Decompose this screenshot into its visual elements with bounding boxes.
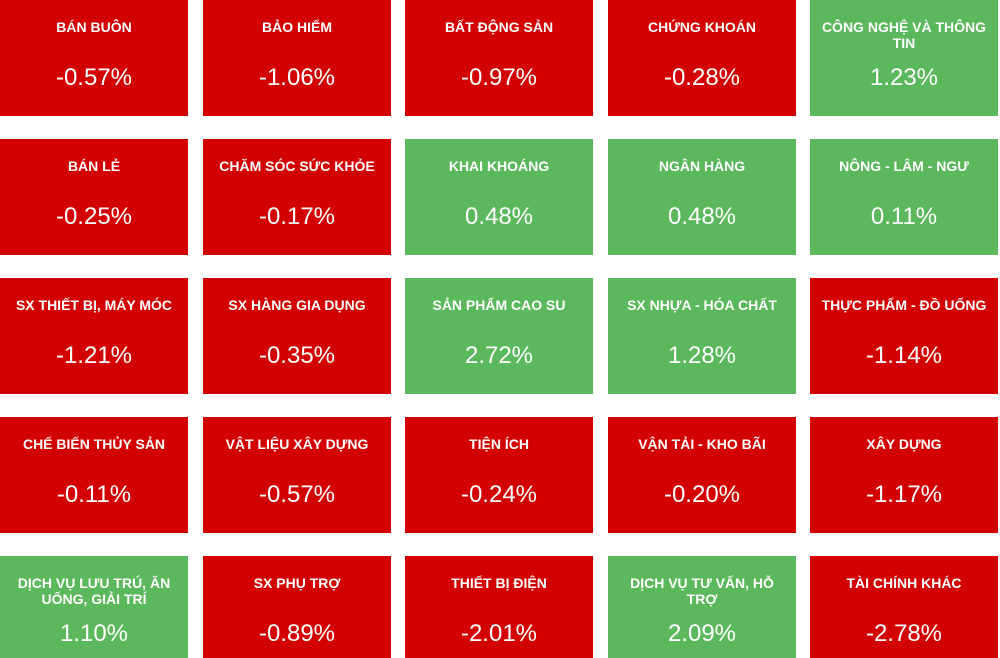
sector-tile: SX PHỤ TRỢ -0.89% (203, 556, 391, 658)
sector-tile: SX THIẾT BỊ, MÁY MÓC -1.21% (0, 278, 188, 394)
sector-change: 0.48% (464, 203, 534, 230)
sector-change: -1.21% (55, 342, 133, 369)
sector-name: VẬN TẢI - KHO BÃI (638, 436, 766, 452)
sector-change: -1.06% (258, 64, 336, 91)
sector-change: 1.10% (59, 620, 129, 647)
sector-change: 1.23% (869, 64, 939, 91)
sector-tile: THỰC PHẨM - ĐỒ UỐNG -1.14% (810, 278, 998, 394)
sector-tile: XÂY DỰNG -1.17% (810, 417, 998, 533)
sector-change: -0.20% (663, 481, 741, 508)
sector-tile: CHĂM SÓC SỨC KHỎE -0.17% (203, 139, 391, 255)
sector-change: -0.35% (258, 342, 336, 369)
sector-change: 2.72% (464, 342, 534, 369)
sector-tile: VẬT LIỆU XÂY DỰNG -0.57% (203, 417, 391, 533)
sector-change: 2.09% (667, 620, 737, 647)
sector-name: SX HÀNG GIA DỤNG (228, 297, 366, 313)
sector-tile: BÁN LẺ -0.25% (0, 139, 188, 255)
sector-name: BÁN BUÔN (56, 19, 132, 35)
sector-name: TIỆN ÍCH (469, 436, 529, 452)
sector-tile: VẬN TẢI - KHO BÃI -0.20% (608, 417, 796, 533)
sector-change: -1.17% (865, 481, 943, 508)
sector-tile: SX HÀNG GIA DỤNG -0.35% (203, 278, 391, 394)
sector-tile: KHAI KHOÁNG 0.48% (405, 139, 593, 255)
sector-tile: BẤT ĐỘNG SẢN -0.97% (405, 0, 593, 116)
sector-tile: BẢO HIỂM -1.06% (203, 0, 391, 116)
sector-name: SX PHỤ TRỢ (253, 575, 341, 591)
sector-tile: SẢN PHẨM CAO SU 2.72% (405, 278, 593, 394)
sector-name: DỊCH VỤ LƯU TRÚ, ĂN UỐNG, GIẢI TRÍ (17, 575, 171, 607)
sector-change: 0.48% (667, 203, 737, 230)
sector-tile: TIỆN ÍCH -0.24% (405, 417, 593, 533)
sector-name: SX NHỰA - HÓA CHẤT (627, 297, 777, 313)
sector-name: CHĂM SÓC SỨC KHỎE (219, 158, 375, 174)
sector-change: -0.57% (258, 481, 336, 508)
sector-tile: TÀI CHÍNH KHÁC -2.78% (810, 556, 998, 658)
sector-name: KHAI KHOÁNG (448, 158, 550, 174)
sector-change: -0.25% (55, 203, 133, 230)
sector-change: -2.78% (865, 620, 943, 647)
sector-tile: NÔNG - LÂM - NGƯ 0.11% (810, 139, 998, 255)
sector-tile: NGÂN HÀNG 0.48% (608, 139, 796, 255)
sector-change: 0.11% (870, 203, 938, 230)
sector-change: -0.89% (258, 620, 336, 647)
sector-tile: CÔNG NGHỆ VÀ THÔNG TIN 1.23% (810, 0, 998, 116)
sector-name: TÀI CHÍNH KHÁC (846, 575, 962, 591)
sector-change: -0.57% (55, 64, 133, 91)
sector-change: 1.28% (667, 342, 737, 369)
sector-change: -0.24% (460, 481, 538, 508)
sector-change: -0.28% (663, 64, 741, 91)
sector-name: SX THIẾT BỊ, MÁY MÓC (15, 297, 173, 313)
sector-name: CHỨNG KHOÁN (647, 19, 757, 35)
sector-tile: DỊCH VỤ TƯ VẤN, HỖ TRỢ 2.09% (608, 556, 796, 658)
sector-name: BẢO HIỂM (262, 19, 332, 35)
sector-change: -0.97% (460, 64, 538, 91)
sector-change: -1.14% (865, 342, 943, 369)
sector-tile: CHỨNG KHOÁN -0.28% (608, 0, 796, 116)
sector-name: NÔNG - LÂM - NGƯ (839, 158, 969, 174)
sector-change: -2.01% (460, 620, 538, 647)
sector-name: CÔNG NGHỆ VÀ THÔNG TIN (821, 19, 987, 51)
sector-change: -0.17% (258, 203, 336, 230)
sector-tile: DỊCH VỤ LƯU TRÚ, ĂN UỐNG, GIẢI TRÍ 1.10% (0, 556, 188, 658)
sector-name: THIẾT BỊ ĐIỆN (451, 575, 547, 591)
sector-name: CHẾ BIẾN THỦY SẢN (22, 436, 166, 452)
sector-tile: BÁN BUÔN -0.57% (0, 0, 188, 116)
sector-tile: SX NHỰA - HÓA CHẤT 1.28% (608, 278, 796, 394)
sector-name: BẤT ĐỘNG SẢN (444, 19, 554, 35)
sector-change: -0.11% (56, 481, 132, 508)
sector-name: THỰC PHẨM - ĐỒ UỐNG (821, 297, 987, 313)
sector-name: DỊCH VỤ TƯ VẤN, HỖ TRỢ (630, 575, 774, 607)
sector-tile: THIẾT BỊ ĐIỆN -2.01% (405, 556, 593, 658)
sector-name: BÁN LẺ (67, 158, 121, 174)
sector-tile: CHẾ BIẾN THỦY SẢN -0.11% (0, 417, 188, 533)
sector-name: SẢN PHẨM CAO SU (432, 297, 566, 313)
sector-name: XÂY DỰNG (866, 436, 942, 452)
sector-name: NGÂN HÀNG (658, 158, 746, 174)
sector-name: VẬT LIỆU XÂY DỰNG (225, 436, 369, 452)
